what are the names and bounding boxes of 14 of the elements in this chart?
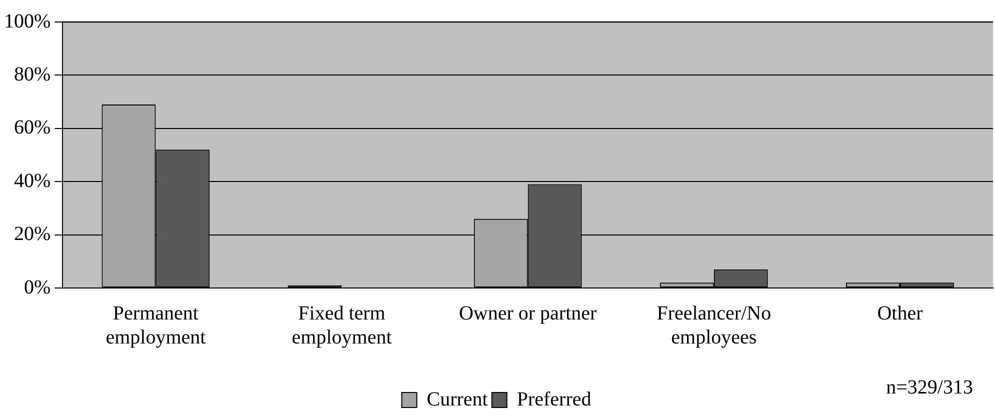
x-tick-label: Fixed term employment <box>292 302 392 348</box>
x-tick-label: Owner or partner <box>458 302 598 324</box>
legend-label: Preferred <box>516 388 592 410</box>
text: n=329/313 <box>886 376 973 398</box>
y-tick-label: 60% <box>14 116 51 139</box>
y-tick-label: 0% <box>24 276 51 298</box>
y-tick-label: 40% <box>14 170 51 192</box>
x-tick-label: Other <box>877 302 924 324</box>
y-tick-label: 80% <box>14 63 51 86</box>
legend-label: Current <box>426 388 488 410</box>
y-tick-label: 20% <box>14 223 51 246</box>
x-tick-label: Freelancer/No employees <box>656 302 772 348</box>
y-tick-label: 100% <box>4 10 51 32</box>
x-tick-label: Permanent employment <box>106 302 206 348</box>
